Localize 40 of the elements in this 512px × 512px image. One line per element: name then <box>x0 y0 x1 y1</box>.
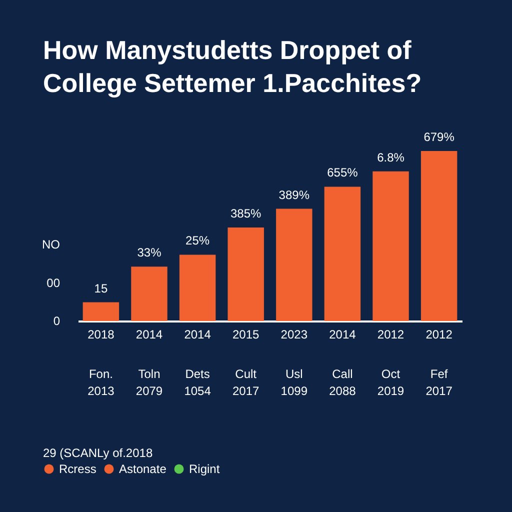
text: Fef 2017 <box>426 367 453 398</box>
bar <box>82 302 120 321</box>
x-tick-label: 2014 <box>184 328 212 342</box>
text: NO <box>42 238 60 252</box>
x-tick-label: 2012 <box>426 328 453 342</box>
text: Call 2088 <box>329 367 356 398</box>
text: 679% <box>424 130 455 144</box>
legend-label: Astonate <box>119 462 167 476</box>
annotation: 6.8% <box>377 150 405 164</box>
bar <box>228 228 264 321</box>
annotation: 389% <box>278 188 310 202</box>
text: 29 (SCANLy of.2018 <box>43 446 153 460</box>
x-tick-label: 2018 <box>88 328 115 342</box>
bar <box>276 208 312 321</box>
chart-title: How Manystudetts Droppet of College Settemer 1.Pacchites? <box>43 34 423 100</box>
x-tick-label: 2014 <box>329 328 356 342</box>
text: Cult 2017 <box>232 367 260 398</box>
bar <box>372 171 409 321</box>
annotation: 15 <box>94 281 108 296</box>
annotation: 385% <box>230 206 262 220</box>
x-tick-label: 2015 <box>232 328 260 342</box>
bar <box>420 151 458 321</box>
x-tick-label: 2014 <box>136 328 163 342</box>
x-tick-label: 2012 <box>377 328 404 342</box>
bar <box>179 254 216 321</box>
text: Fon. 2013 <box>88 367 115 398</box>
text: Oct 2019 <box>377 367 404 398</box>
text: Dets 1054 <box>184 367 212 398</box>
legend-label: Rcress <box>59 462 96 476</box>
annotation: 33% <box>137 246 162 260</box>
legend-label: Rigint <box>189 462 220 476</box>
text: Toln 2079 <box>136 367 163 398</box>
text: 00 <box>46 276 60 290</box>
text: 0 <box>53 314 60 328</box>
x-tick-label: 2023 <box>280 328 308 342</box>
bar <box>324 186 361 321</box>
bar <box>131 266 168 321</box>
annotation: 655% <box>327 166 358 180</box>
annotation: 25% <box>186 234 210 248</box>
text: Usl 1099 <box>280 367 308 398</box>
